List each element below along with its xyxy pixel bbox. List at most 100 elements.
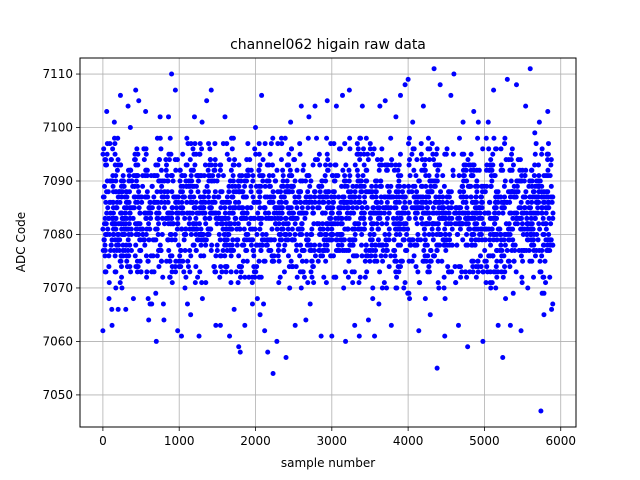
data-point: [201, 253, 207, 259]
data-point: [509, 151, 515, 157]
data-point: [278, 189, 284, 195]
data-point: [256, 141, 262, 147]
data-point: [317, 231, 323, 237]
data-point: [261, 258, 267, 264]
data-point: [407, 296, 413, 302]
data-point: [113, 285, 119, 291]
data-point: [441, 183, 447, 189]
data-point: [456, 264, 462, 270]
data-point: [219, 199, 225, 205]
data-point: [320, 221, 326, 227]
data-point: [545, 151, 551, 157]
data-point: [288, 173, 294, 179]
data-point: [182, 285, 188, 291]
data-point: [169, 264, 175, 270]
data-point: [144, 269, 150, 275]
data-point: [356, 194, 362, 200]
data-point: [472, 199, 478, 205]
data-point: [134, 146, 140, 152]
data-point: [413, 199, 419, 205]
data-point: [499, 253, 505, 259]
data-point: [270, 189, 276, 195]
data-point: [396, 269, 402, 275]
data-point: [182, 215, 188, 221]
data-point: [229, 146, 235, 152]
data-point: [164, 194, 170, 200]
data-point: [352, 237, 358, 243]
data-point: [262, 194, 268, 200]
data-point: [433, 151, 439, 157]
data-point: [102, 248, 108, 254]
data-point: [490, 253, 496, 259]
data-point: [224, 151, 230, 157]
data-point: [284, 178, 290, 184]
data-point: [491, 269, 497, 275]
data-point: [335, 248, 341, 254]
data-point: [325, 157, 331, 163]
data-point: [236, 253, 242, 259]
data-point: [501, 237, 507, 243]
data-point: [118, 264, 124, 270]
data-point: [338, 237, 344, 243]
data-point: [130, 183, 136, 189]
data-point: [161, 194, 167, 200]
data-point: [519, 210, 525, 216]
data-point: [340, 199, 346, 205]
data-point: [193, 248, 199, 254]
data-point: [244, 258, 250, 264]
data-point: [125, 103, 131, 109]
data-point: [115, 306, 121, 312]
data-point: [331, 199, 337, 205]
data-point: [537, 269, 543, 275]
data-point: [315, 157, 321, 163]
data-point: [165, 178, 171, 184]
data-point: [144, 226, 150, 232]
data-point: [228, 221, 234, 227]
data-point: [216, 231, 222, 237]
data-point: [258, 274, 264, 280]
data-point: [217, 167, 223, 173]
data-point: [135, 162, 141, 168]
data-point: [369, 183, 375, 189]
data-point: [424, 221, 430, 227]
data-point: [197, 141, 203, 147]
data-point: [333, 237, 339, 243]
data-point: [279, 183, 285, 189]
data-point: [224, 248, 230, 254]
data-point: [289, 210, 295, 216]
data-point: [497, 231, 503, 237]
data-point: [372, 333, 378, 339]
data-point: [495, 322, 501, 328]
data-point: [416, 178, 422, 184]
data-point: [316, 151, 322, 157]
data-point: [494, 274, 500, 280]
data-point: [119, 285, 125, 291]
data-point: [276, 280, 282, 286]
data-point: [461, 178, 467, 184]
data-point: [395, 264, 401, 270]
data-point: [321, 199, 327, 205]
data-point: [392, 199, 398, 205]
data-point: [305, 237, 311, 243]
data-point: [226, 157, 232, 163]
data-point: [432, 162, 438, 168]
data-point: [212, 210, 218, 216]
data-point: [166, 210, 172, 216]
data-point: [349, 194, 355, 200]
data-point: [534, 231, 540, 237]
data-point: [362, 221, 368, 227]
data-point: [131, 194, 137, 200]
data-point: [179, 210, 185, 216]
data-point: [449, 199, 455, 205]
data-point: [525, 199, 531, 205]
data-point: [119, 253, 125, 259]
data-point: [386, 264, 392, 270]
data-point: [447, 231, 453, 237]
data-point: [173, 210, 179, 216]
data-point: [261, 301, 267, 307]
data-point: [103, 269, 109, 275]
data-point: [396, 199, 402, 205]
data-point: [423, 199, 429, 205]
data-point: [258, 248, 264, 254]
data-point: [459, 221, 465, 227]
